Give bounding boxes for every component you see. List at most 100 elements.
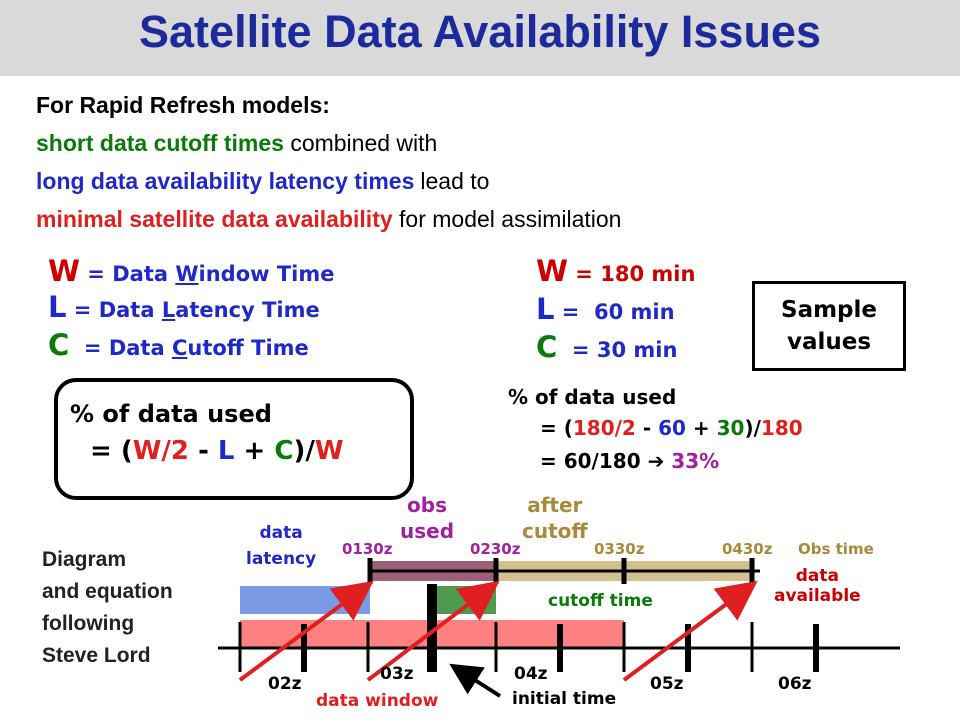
intro-line-4: minimal satellite data availability for … xyxy=(36,206,621,233)
sample-box-line-2: values xyxy=(786,329,872,355)
calc-line-2: = (180/2 - 60 + 30)/180 xyxy=(540,416,803,440)
def-w-letter: W xyxy=(48,254,80,288)
obs-time-0430: 0430z xyxy=(722,540,773,558)
calc-line-3: = 60/180 ➔ 33% xyxy=(540,449,719,473)
intro-line-2: short data cutoff times combined with xyxy=(36,130,437,157)
data-latency-line-2: latency xyxy=(246,549,317,569)
slide-title: Satellite Data Availability Issues xyxy=(139,6,821,57)
data-latency-label: data latency xyxy=(246,520,316,572)
after-cutoff-line-1: after xyxy=(527,493,583,517)
calc-60: 60 xyxy=(658,416,686,440)
def-w-text-a: = Data xyxy=(80,262,176,286)
intro-cutoff-phrase: short data cutoff times xyxy=(36,130,284,156)
data-window-label: data window xyxy=(316,691,439,711)
sample-c: C = 30 min xyxy=(536,330,677,364)
calc-180a: 180 xyxy=(572,416,615,440)
intro-line-2-rest: combined with xyxy=(290,130,438,156)
def-l-under: L xyxy=(161,298,176,322)
sample-l: L = 60 min xyxy=(536,292,675,326)
time-06z: 06z xyxy=(778,674,812,694)
time-05z: 05z xyxy=(650,674,684,694)
formula-box xyxy=(54,378,414,500)
credit-note: Diagram and equation following Steve Lor… xyxy=(42,544,173,672)
obs-time-0330: 0330z xyxy=(594,540,645,558)
after-cutoff-label: after cutoff xyxy=(522,492,588,544)
def-latency: L = Data Latency Time xyxy=(48,290,320,324)
obs-used-line-1: obs xyxy=(407,493,447,517)
time-02z: 02z xyxy=(268,674,302,694)
calc-percent: 33% xyxy=(664,449,720,473)
sample-l-letter: L xyxy=(536,292,555,326)
calc-180b: 180 xyxy=(760,416,803,440)
calc-30: 30 xyxy=(716,416,745,440)
obs-used-line-2: used xyxy=(400,519,455,543)
def-w-text-b: indow Time xyxy=(198,262,335,286)
cutoff-time-label: cutoff time xyxy=(548,591,653,611)
intro-line-3-rest: lead to xyxy=(420,168,490,194)
credit-line-2: and equation xyxy=(42,580,173,603)
calc-eq: = ( xyxy=(540,416,573,440)
def-c-text-a: = Data xyxy=(69,336,172,360)
def-c-letter: C xyxy=(48,328,70,362)
def-cutoff: C = Data Cutoff Time xyxy=(48,328,309,362)
formula-w1: W xyxy=(132,436,162,466)
calc-plus: + xyxy=(685,416,717,440)
intro-latency-phrase: long data availability latency xyxy=(36,168,348,194)
credit-line-3: following xyxy=(42,612,135,635)
credit-line-4: Steve Lord xyxy=(42,644,151,667)
sample-c-value: = 30 min xyxy=(557,338,678,362)
intro-times-word: times xyxy=(354,168,415,194)
after-cutoff-line-2: cutoff xyxy=(522,519,588,543)
sample-l-value: = 60 min xyxy=(554,300,675,324)
formula-line-1: % of data used xyxy=(70,400,272,428)
obs-time-axis-label: Obs time xyxy=(798,540,874,558)
calc-minus: - xyxy=(635,416,659,440)
formula-close: )/ xyxy=(293,436,315,466)
obs-used-label: obs used xyxy=(400,492,454,544)
data-latency-line-1: data xyxy=(259,523,303,543)
intro-minimal-phrase: minimal satellite data availability xyxy=(36,206,393,232)
credit-line-1: Diagram xyxy=(42,548,127,571)
def-l-text-a: = Data xyxy=(66,298,162,322)
initial-time-arrow xyxy=(449,663,502,698)
def-l-text-b: atency Time xyxy=(175,298,320,322)
def-w-under: W xyxy=(175,262,199,286)
def-window: W = Data Window Time xyxy=(48,254,334,288)
formula-eq-open: = ( xyxy=(90,436,133,466)
time-04z: 04z xyxy=(514,664,548,684)
sample-w-letter: W xyxy=(536,254,568,288)
time-03z: 03z xyxy=(380,664,414,684)
formula-minus: - xyxy=(189,436,218,466)
intro-line-4-rest: for model assimilation xyxy=(399,206,622,232)
arrow-right-icon: ➔ xyxy=(647,449,665,473)
sample-values-box: Sample values xyxy=(752,281,906,371)
calc-close: )/ xyxy=(744,416,761,440)
calc-slash2: /2 xyxy=(614,416,636,440)
data-available-line-2: available xyxy=(774,586,861,606)
availability-arrow-1 xyxy=(238,580,374,682)
data-available-line-1: data xyxy=(795,566,839,586)
obs-time-0130: 0130z xyxy=(342,540,393,558)
formula-w2: W xyxy=(314,436,344,466)
initial-time-label: initial time xyxy=(512,689,617,709)
formula-l: L xyxy=(217,436,235,466)
calc-line-1: % of data used xyxy=(508,385,677,409)
title-band xyxy=(0,0,960,76)
sample-w: W = 180 min xyxy=(536,254,695,288)
formula-line-2: = (W/2 - L + C)/W xyxy=(90,436,344,466)
availability-arrow-2 xyxy=(366,580,500,682)
sample-box-line-1: Sample xyxy=(781,297,877,323)
formula-plus: + xyxy=(234,436,275,466)
intro-line-1: For Rapid Refresh models: xyxy=(36,92,330,118)
calc-ratio: = 60/180 xyxy=(540,449,648,473)
intro-line-3: long data availability latency times lead… xyxy=(36,168,489,195)
def-c-text-b: utoff Time xyxy=(187,336,309,360)
def-c-under: C xyxy=(171,336,188,360)
formula-c: C xyxy=(274,436,294,466)
sample-c-letter: C xyxy=(536,330,558,364)
availability-arrow-3 xyxy=(622,580,758,682)
formula-div2: /2 xyxy=(161,436,190,466)
def-l-letter: L xyxy=(48,290,67,324)
sample-w-value: = 180 min xyxy=(568,262,696,286)
